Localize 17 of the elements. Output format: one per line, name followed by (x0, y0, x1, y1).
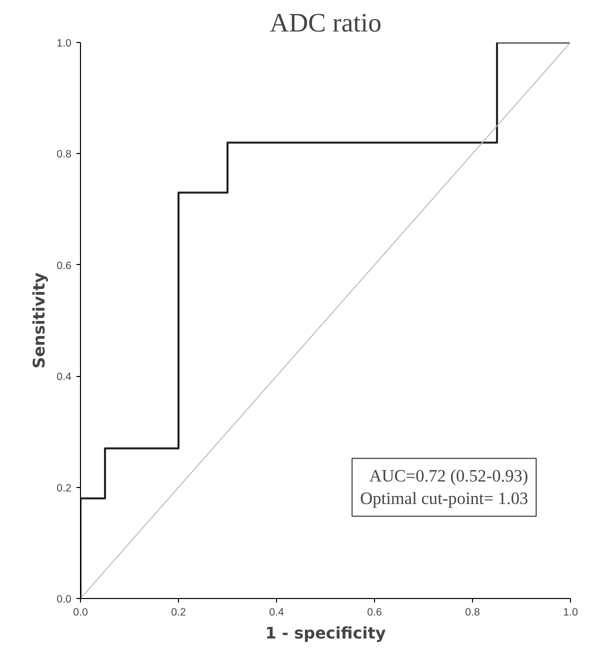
x-tick-label: 0.6 (367, 606, 382, 618)
y-axis-title: Sensitivity (30, 272, 49, 368)
y-tick-label: 1.0 (56, 38, 72, 50)
annotation: AUC=0.72 (0.52-0.93) (369, 466, 528, 486)
y-tick-label: 0.2 (56, 482, 72, 494)
x-tick-label: 0.8 (465, 606, 480, 618)
y-tick-label: 0.4 (56, 371, 72, 384)
chart-title: ADC ratio (270, 8, 382, 38)
annotation: Optimal cut-point= 1.03 (360, 489, 528, 508)
y-tick-label: 0.6 (56, 260, 72, 272)
x-tick-label: 0.2 (171, 606, 186, 618)
y-tick-label: 0.8 (56, 148, 72, 161)
x-tick-label: 1.0 (563, 606, 578, 618)
y-tick-label: 0.0 (56, 594, 72, 606)
x-axis-title: 1 - specificity (265, 624, 386, 642)
x-tick-label: 0.0 (73, 606, 88, 618)
x-tick-label: 0.4 (269, 606, 284, 618)
